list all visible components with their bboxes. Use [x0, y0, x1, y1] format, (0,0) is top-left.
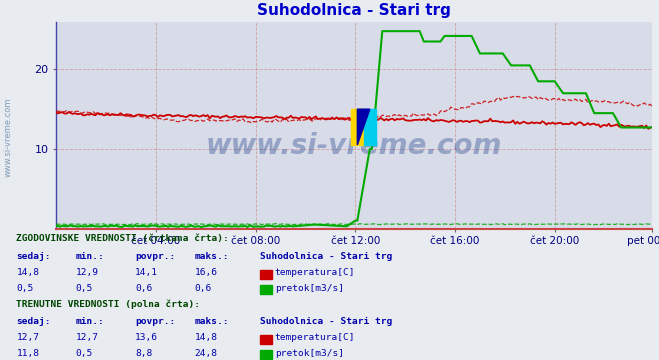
Text: sedaj:: sedaj:: [16, 252, 51, 261]
Text: min.:: min.:: [76, 317, 105, 326]
Text: 14,1: 14,1: [135, 269, 158, 278]
Text: Suhodolnica - Stari trg: Suhodolnica - Stari trg: [260, 317, 393, 326]
Bar: [351, 109, 364, 145]
Text: 16,6: 16,6: [194, 269, 217, 278]
Text: min.:: min.:: [76, 252, 105, 261]
Text: maks.:: maks.:: [194, 252, 229, 261]
Text: temperatura[C]: temperatura[C]: [275, 333, 355, 342]
Text: 14,8: 14,8: [16, 269, 40, 278]
Text: 11,8: 11,8: [16, 349, 40, 358]
Text: pretok[m3/s]: pretok[m3/s]: [275, 349, 344, 358]
Text: 0,6: 0,6: [194, 284, 212, 293]
Text: 0,5: 0,5: [16, 284, 34, 293]
Polygon shape: [357, 109, 370, 145]
Bar: [364, 109, 376, 145]
Text: www.si-vreme.com: www.si-vreme.com: [206, 132, 502, 160]
Text: 12,9: 12,9: [76, 269, 99, 278]
Title: Suhodolnica - Stari trg: Suhodolnica - Stari trg: [257, 3, 451, 18]
Text: 14,8: 14,8: [194, 333, 217, 342]
Text: 0,6: 0,6: [135, 284, 152, 293]
Text: 12,7: 12,7: [76, 333, 99, 342]
Text: 0,5: 0,5: [76, 349, 93, 358]
Text: www.si-vreme.com: www.si-vreme.com: [3, 97, 13, 176]
Text: 12,7: 12,7: [16, 333, 40, 342]
Text: ZGODOVINSKE VREDNOSTI (črtkana črta):: ZGODOVINSKE VREDNOSTI (črtkana črta):: [16, 234, 229, 243]
Text: 13,6: 13,6: [135, 333, 158, 342]
Text: 8,8: 8,8: [135, 349, 152, 358]
Text: TRENUTNE VREDNOSTI (polna črta):: TRENUTNE VREDNOSTI (polna črta):: [16, 299, 200, 309]
Text: 24,8: 24,8: [194, 349, 217, 358]
Text: povpr.:: povpr.:: [135, 317, 175, 326]
Text: temperatura[C]: temperatura[C]: [275, 269, 355, 278]
Text: sedaj:: sedaj:: [16, 317, 51, 326]
Text: Suhodolnica - Stari trg: Suhodolnica - Stari trg: [260, 252, 393, 261]
Text: 0,5: 0,5: [76, 284, 93, 293]
Text: maks.:: maks.:: [194, 317, 229, 326]
Text: povpr.:: povpr.:: [135, 252, 175, 261]
Text: pretok[m3/s]: pretok[m3/s]: [275, 284, 344, 293]
